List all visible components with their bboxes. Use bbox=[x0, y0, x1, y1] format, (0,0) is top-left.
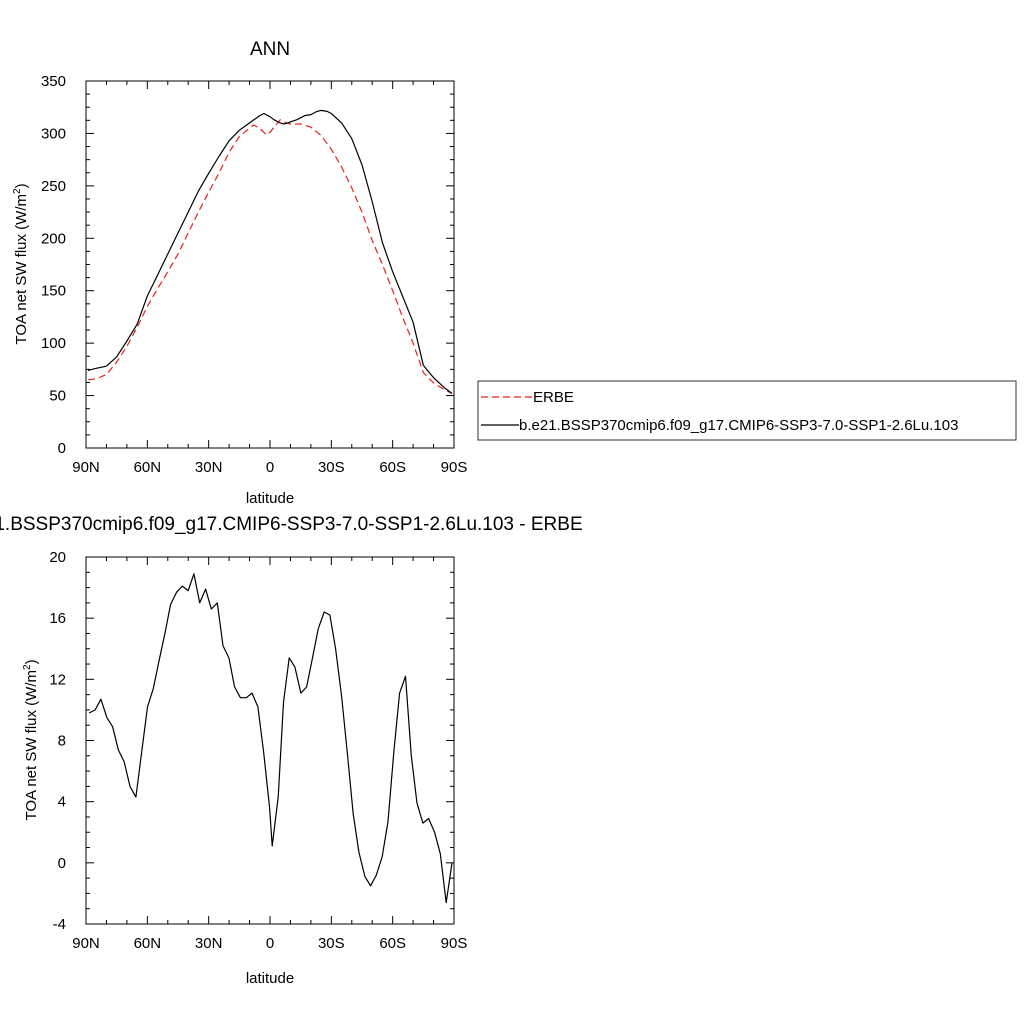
x-tick-label: 0 bbox=[266, 459, 274, 476]
y-tick-label: 4 bbox=[58, 794, 66, 811]
x-tick-label: 90S bbox=[441, 459, 468, 476]
chart-difference: b.e21.BSSP370cmip6.f09_g17.CMIP6-SSP3-7.… bbox=[0, 514, 583, 987]
y-axis-title-superscript: 2 bbox=[22, 664, 33, 670]
y-axis-title: TOA net SW flux (W/m2) bbox=[22, 659, 40, 820]
x-tick-label: 0 bbox=[266, 935, 274, 952]
legend-label-erbe: ERBE bbox=[533, 389, 574, 406]
x-tick-label: 60N bbox=[134, 459, 162, 476]
axis-ticks: 90N 60N 30N 0 30S 60S 90S 0 50 100 150 200 250 300 350 bbox=[41, 73, 467, 476]
x-tick-label: 30S bbox=[318, 935, 345, 952]
y-axis-title-superscript: 2 bbox=[12, 188, 23, 194]
x-tick-label: 60S bbox=[379, 935, 406, 952]
y-tick-label: 200 bbox=[41, 230, 66, 247]
y-tick-label: 20 bbox=[49, 549, 66, 566]
x-axis-title: latitude bbox=[246, 970, 294, 987]
x-tick-label: 90N bbox=[72, 459, 100, 476]
y-axis-title-main: TOA net SW flux (W/m bbox=[13, 194, 30, 345]
legend: ERBE b.e21.BSSP370cmip6.f09_g17.CMIP6-SS… bbox=[477, 380, 1017, 441]
x-tick-label: 30S bbox=[318, 459, 345, 476]
chart-annual-mean: ANN 90N 60N 30N 0 30S 60S 90S 0 50 100 150 200 250 30… bbox=[12, 39, 1017, 507]
series-line-1 bbox=[87, 109, 453, 394]
legend-label-model: b.e21.BSSP370cmip6.f09_g17.CMIP6-SSP3-7.… bbox=[519, 417, 958, 434]
chart-title: ANN bbox=[250, 39, 290, 60]
y-tick-label: 300 bbox=[41, 125, 66, 142]
x-tick-label: 90N bbox=[72, 935, 100, 952]
y-tick-label: 0 bbox=[58, 855, 66, 872]
y-tick-label: 50 bbox=[49, 388, 66, 405]
axis-ticks: 90N 60N 30N 0 30S 60S 90S -4 0 4 8 12 16 20 bbox=[49, 549, 467, 952]
x-axis-title: latitude bbox=[246, 490, 294, 507]
y-tick-label: 16 bbox=[49, 610, 66, 627]
y-tick-label: 0 bbox=[58, 440, 66, 457]
x-tick-label: 60S bbox=[379, 459, 406, 476]
y-tick-label: 8 bbox=[58, 733, 66, 750]
y-axis-title-end: ) bbox=[23, 659, 40, 664]
legend-box bbox=[477, 380, 1017, 441]
y-axis-title-main: TOA net SW flux (W/m bbox=[23, 670, 40, 821]
x-tick-label: 90S bbox=[441, 935, 468, 952]
series-group bbox=[87, 109, 453, 395]
series-line-0 bbox=[88, 573, 453, 904]
y-tick-label: 100 bbox=[41, 335, 66, 352]
chart-title: b.e21.BSSP370cmip6.f09_g17.CMIP6-SSP3-7.… bbox=[0, 514, 583, 535]
series-group bbox=[88, 573, 453, 904]
x-tick-label: 30N bbox=[195, 935, 223, 952]
y-tick-label: 350 bbox=[41, 73, 66, 90]
x-tick-label: 60N bbox=[134, 935, 162, 952]
x-tick-label: 30N bbox=[195, 459, 223, 476]
y-tick-label: 250 bbox=[41, 178, 66, 195]
y-tick-label: 150 bbox=[41, 283, 66, 300]
y-tick-label: 12 bbox=[49, 671, 66, 688]
series-line-0 bbox=[87, 119, 453, 395]
y-axis-title-end: ) bbox=[13, 183, 30, 188]
y-axis-title: TOA net SW flux (W/m2) bbox=[12, 183, 30, 344]
y-tick-label: -4 bbox=[53, 916, 66, 933]
